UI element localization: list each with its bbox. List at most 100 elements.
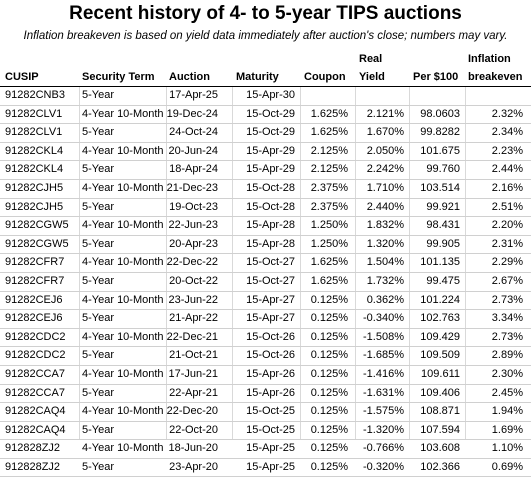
security-term-cell: 5-Year: [82, 386, 115, 399]
real-yield-cell: 1.670%: [366, 126, 404, 139]
price-per-100-cell: 99.760: [426, 163, 460, 176]
header-yield-label: Yield: [359, 71, 385, 83]
security-term-cell: 4-Year 10-Month: [82, 219, 164, 232]
price-per-100-cell: 109.406: [420, 386, 460, 399]
auction-date-cell: 23-Apr-20: [169, 460, 218, 473]
coupon-cell: 0.125%: [310, 460, 348, 473]
inflation-breakeven-cell: 2.73%: [491, 330, 523, 343]
auction-date-cell: 17-Apr-25: [169, 89, 218, 101]
cusip-cell: 91282CGW5: [5, 237, 69, 250]
cusip-cell: 91282CEJ6: [5, 312, 63, 325]
auction-date-cell: 22-Oct-20: [169, 423, 218, 436]
header-auction: Auction: [169, 71, 210, 83]
auction-date-cell: 18-Jun-20: [168, 442, 218, 455]
auction-date-cell: 20-Apr-23: [169, 237, 218, 250]
table-row: 91282CAQ4 5-Year 22-Oct-20 15-Oct-25 0.125% -…: [0, 422, 531, 441]
auction-date-cell: 18-Apr-24: [169, 163, 218, 176]
cusip-cell: 91282CJH5: [5, 181, 64, 194]
table-row: 91282CEJ6 5-Year 21-Apr-22 15-Apr-27 0.125% -…: [0, 310, 531, 329]
inflation-breakeven-cell: 2.51%: [491, 200, 523, 213]
cusip-cell: 91282CCA7: [5, 367, 65, 380]
inflation-breakeven-cell: 0.69%: [491, 460, 523, 473]
cusip-cell: 91282CAQ4: [5, 405, 66, 418]
maturity-date-cell: 15-Apr-25: [246, 460, 295, 473]
table-row: 912828ZJ2 5-Year 23-Apr-20 15-Apr-25 0.125% -…: [0, 459, 531, 477]
real-yield-cell: 1.832%: [366, 219, 404, 232]
real-yield-cell: -1.416%: [363, 367, 404, 380]
coupon-cell: 0.125%: [310, 423, 348, 436]
security-term-cell: 5-Year: [82, 274, 115, 287]
maturity-date-cell: 15-Oct-28: [246, 181, 295, 194]
header-real-label: Real: [359, 53, 383, 65]
price-per-100-cell: 102.763: [420, 312, 460, 325]
coupon-cell: 2.375%: [310, 181, 348, 194]
table-row: 91282CLV1 4-Year 10-Month 19-Dec-24 15-Oct-…: [0, 106, 531, 125]
maturity-date-cell: 15-Apr-29: [246, 144, 295, 157]
table-row: 91282CGW5 4-Year 10-Month 22-Jun-23 15-Apr-…: [0, 217, 531, 236]
maturity-date-cell: 15-Apr-27: [246, 293, 295, 306]
real-yield-cell: 1.732%: [366, 274, 404, 287]
security-term-cell: 5-Year: [82, 89, 115, 101]
coupon-cell: 0.125%: [310, 312, 348, 325]
real-yield-cell: -1.685%: [363, 349, 404, 362]
cusip-cell: 91282CJH5: [5, 200, 64, 213]
maturity-date-cell: 15-Apr-25: [246, 442, 295, 455]
coupon-cell: 1.625%: [310, 126, 348, 139]
auction-date-cell: 22-Jun-23: [168, 219, 218, 232]
column-divider: [409, 87, 410, 439]
real-yield-cell: 1.710%: [366, 181, 404, 194]
auction-date-cell: 22-Dec-21: [166, 330, 218, 343]
real-yield-cell: 1.320%: [366, 237, 404, 250]
price-per-100-cell: 107.594: [420, 423, 460, 436]
maturity-date-cell: 15-Oct-29: [246, 126, 295, 139]
price-per-100-cell: 109.429: [420, 330, 460, 343]
coupon-cell: 0.125%: [310, 442, 348, 455]
real-yield-cell: -1.320%: [363, 423, 404, 436]
security-term-cell: 4-Year 10-Month: [82, 442, 164, 455]
real-yield-cell: -0.320%: [363, 460, 404, 473]
coupon-cell: 1.625%: [310, 107, 348, 120]
auction-date-cell: 19-Oct-23: [169, 200, 218, 213]
cusip-cell: 91282CFR7: [5, 256, 65, 269]
table-row: 91282CCA7 4-Year 10-Month 17-Jun-21 15-Apr-…: [0, 366, 531, 385]
cusip-cell: 91282CEJ6: [5, 293, 63, 306]
auction-date-cell: 23-Jun-22: [168, 293, 218, 306]
auction-date-cell: 20-Jun-24: [168, 144, 218, 157]
security-term-cell: 4-Year 10-Month: [82, 330, 164, 343]
inflation-breakeven-cell: 2.20%: [491, 219, 523, 232]
auction-date-cell: 24-Oct-24: [169, 126, 218, 139]
coupon-cell: 2.375%: [310, 200, 348, 213]
maturity-date-cell: 15-Apr-26: [246, 367, 295, 380]
page-subtitle: Inflation breakeven is based on yield da…: [23, 30, 508, 42]
real-yield-cell: 2.121%: [366, 107, 404, 120]
price-per-100-cell: 109.509: [420, 349, 460, 362]
security-term-cell: 5-Year: [82, 163, 115, 176]
inflation-breakeven-cell: 2.31%: [491, 237, 523, 250]
cusip-cell: 91282CKL4: [5, 163, 64, 176]
coupon-cell: 0.125%: [310, 367, 348, 380]
coupon-cell: 1.625%: [310, 256, 348, 269]
security-term-cell: 5-Year: [82, 312, 115, 325]
cusip-cell: 91282CCA7: [5, 386, 65, 399]
maturity-date-cell: 15-Apr-27: [246, 312, 295, 325]
price-per-100-cell: 99.8282: [420, 126, 460, 139]
cusip-cell: 91282CKL4: [5, 144, 64, 157]
table-row: 91282CDC2 4-Year 10-Month 22-Dec-21 15-Oct-…: [0, 329, 531, 348]
header-per-100: Per $100: [413, 71, 459, 83]
coupon-cell: 1.625%: [310, 274, 348, 287]
inflation-breakeven-cell: 2.44%: [491, 163, 523, 176]
header-coupon: Coupon: [304, 71, 346, 83]
real-yield-cell: 2.050%: [366, 144, 404, 157]
cusip-cell: 91282CLV1: [5, 126, 63, 139]
header-security-term: Security Term: [82, 71, 155, 83]
column-divider: [355, 87, 356, 439]
column-divider: [465, 87, 466, 439]
price-per-100-cell: 99.475: [426, 274, 460, 287]
cusip-cell: 91282CLV1: [5, 107, 63, 120]
inflation-breakeven-cell: 1.69%: [491, 423, 523, 436]
maturity-date-cell: 15-Oct-25: [246, 423, 295, 436]
auction-date-cell: 19-Dec-24: [166, 107, 218, 120]
price-per-100-cell: 103.608: [420, 442, 460, 455]
price-per-100-cell: 109.611: [421, 367, 460, 380]
real-yield-cell: 2.440%: [366, 200, 404, 213]
